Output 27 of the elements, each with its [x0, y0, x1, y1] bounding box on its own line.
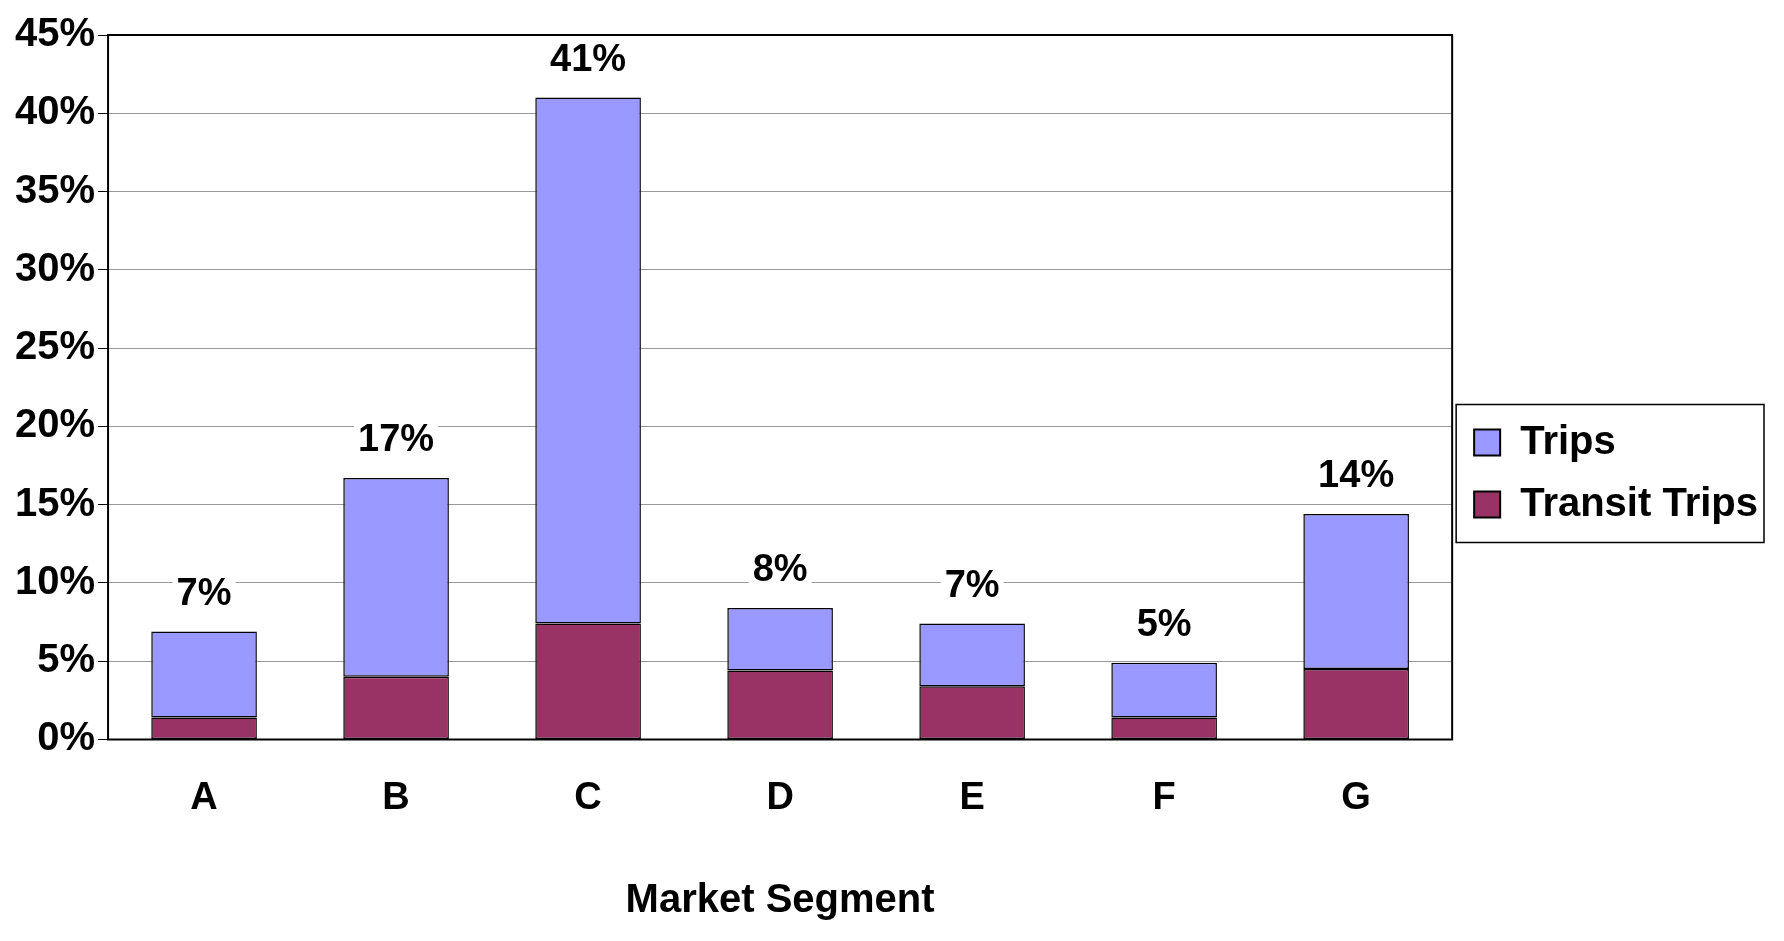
x-tick-label: D — [766, 774, 794, 817]
y-tick-label: 30% — [15, 244, 96, 289]
total-label: 41% — [550, 37, 627, 80]
legend-label: Trips — [1520, 417, 1616, 462]
x-tick-label: B — [382, 774, 410, 817]
total-label: 14% — [1318, 453, 1395, 496]
y-tick-label: 40% — [15, 88, 96, 133]
y-tick-label: 35% — [15, 166, 96, 211]
total-label: 7% — [176, 570, 232, 613]
x-axis-title: Market Segment — [625, 876, 935, 921]
y-tick-label: 10% — [15, 557, 96, 602]
y-tick-label: 25% — [15, 323, 96, 368]
total-label: 5% — [1136, 602, 1192, 645]
total-label: 8% — [752, 547, 808, 590]
x-tick-label: E — [959, 774, 985, 817]
y-tick-label: 20% — [15, 401, 96, 446]
total-label: 7% — [944, 563, 1000, 606]
x-tick-label: G — [1341, 774, 1371, 817]
y-tick-label: 5% — [37, 636, 96, 681]
legend-label: Transit Trips — [1520, 479, 1759, 524]
total-label: 17% — [358, 417, 435, 460]
y-tick-label: 45% — [15, 10, 96, 55]
x-tick-label: A — [190, 774, 218, 817]
x-tick-label: C — [574, 774, 602, 817]
y-tick-label: 15% — [15, 479, 96, 524]
x-tick-label: F — [1152, 774, 1176, 817]
y-tick-label: 0% — [37, 714, 96, 759]
